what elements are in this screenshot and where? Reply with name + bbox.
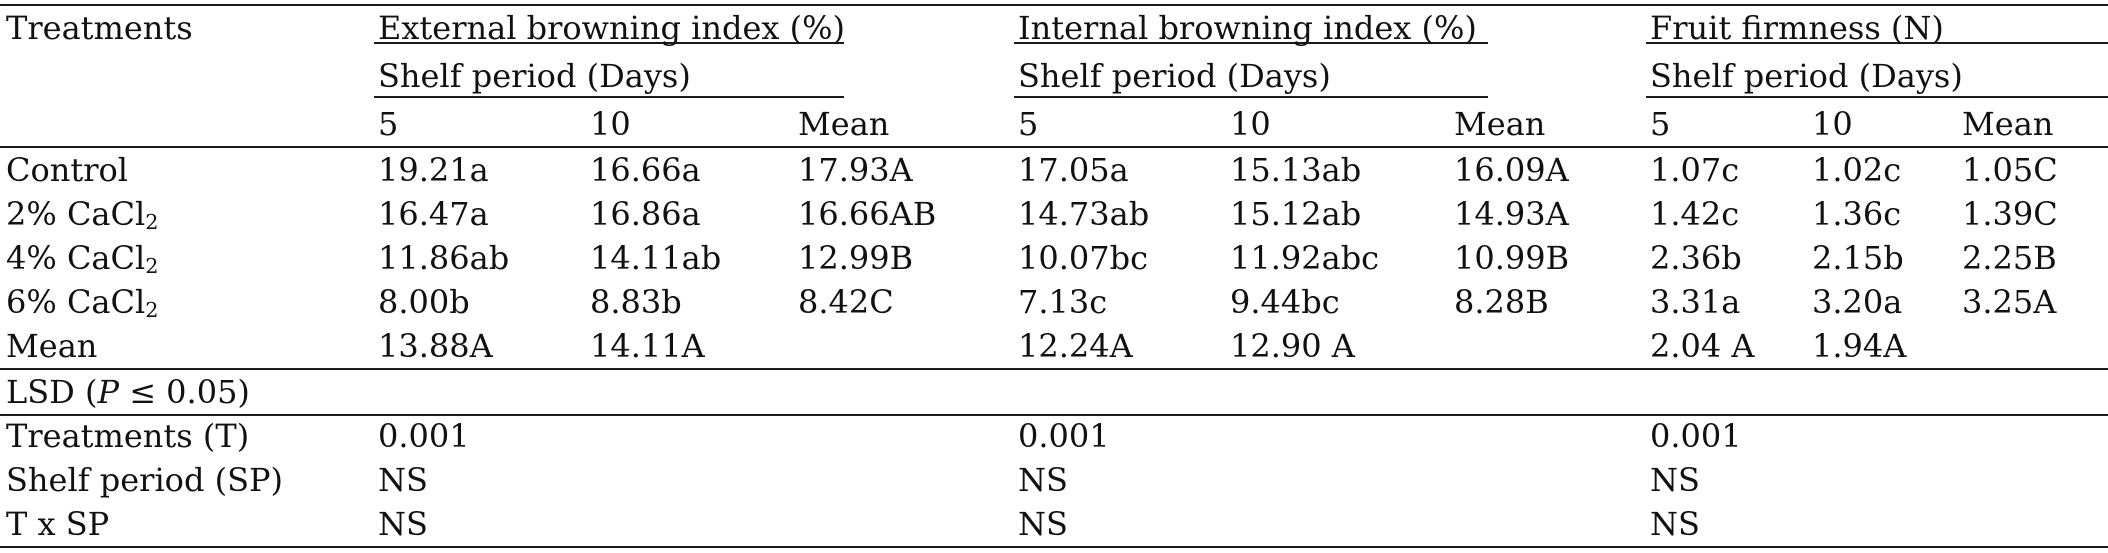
- col-header-int-10: 10: [1230, 105, 1271, 143]
- lsd-row-value: NS: [378, 461, 428, 499]
- table-cell: 2.25B: [1962, 239, 2057, 277]
- lsd-row-value: NS: [1018, 461, 1068, 499]
- row-label-text: 4% CaCl: [6, 239, 146, 277]
- table-cell: 1.39C: [1962, 195, 2058, 233]
- row-label: 2% CaCl2: [6, 194, 158, 234]
- group-title-internal: Internal browning index (%): [1018, 9, 1477, 47]
- row-label: Control: [6, 150, 128, 190]
- table-cell: 11.92abc: [1230, 239, 1380, 277]
- col-header-int-5: 5: [1018, 105, 1039, 143]
- table-bottom-rule: [0, 546, 2108, 548]
- table-cell: 10.99B: [1454, 239, 1570, 277]
- table-cell: 9.44bc: [1230, 283, 1340, 321]
- table-cell: 17.05a: [1018, 151, 1129, 189]
- table-cell: 14.11A: [590, 327, 705, 365]
- col-header-ext-5: 5: [378, 105, 399, 143]
- lsd-label-pre: LSD (: [6, 373, 98, 411]
- table-cell: 14.11ab: [590, 239, 722, 277]
- table-cell: 10.07bc: [1018, 239, 1149, 277]
- table-cell: 14.93A: [1454, 195, 1569, 233]
- group-title-rule-2: [1014, 42, 1488, 44]
- table-cell: 1.05C: [1962, 151, 2058, 189]
- table-cell: 16.09A: [1454, 151, 1569, 189]
- group-subtitle-internal: Shelf period (Days): [1018, 57, 1331, 95]
- lsd-row-label: Treatments (T): [6, 417, 250, 455]
- table-cell: 16.66a: [590, 151, 701, 189]
- col-header-int-mean: Mean: [1454, 105, 1546, 143]
- table-cell: 8.28B: [1454, 283, 1549, 321]
- col-header-firm-5: 5: [1650, 105, 1671, 143]
- lsd-row-value: 0.001: [1650, 417, 1742, 455]
- table-cell: 17.93A: [798, 151, 913, 189]
- table-cell: 15.12ab: [1230, 195, 1362, 233]
- group-title-rule-3: [1646, 42, 2108, 44]
- table-cell: 1.36c: [1812, 195, 1902, 233]
- group-title-external: External browning index (%): [378, 9, 845, 47]
- table-cell: 3.31a: [1650, 283, 1741, 321]
- table-cell: 14.73ab: [1018, 195, 1150, 233]
- lsd-row-label: T x SP: [6, 505, 110, 543]
- table-cell: 2.36b: [1650, 239, 1742, 277]
- lsd-rule: [0, 414, 2108, 416]
- row-label-text: Mean: [6, 327, 98, 365]
- group-title-rule-1: [374, 42, 844, 44]
- subtitle-rule-2: [1014, 96, 1488, 98]
- group-subtitle-external: Shelf period (Days): [378, 57, 691, 95]
- lsd-row-value: NS: [378, 505, 428, 543]
- lsd-row-value: NS: [1650, 505, 1700, 543]
- table-cell: 12.24A: [1018, 327, 1133, 365]
- table-cell: 2.04 A: [1650, 327, 1755, 365]
- table-cell: 2.15b: [1812, 239, 1904, 277]
- table-cell: 8.83b: [590, 283, 682, 321]
- subtitle-rule-3: [1646, 96, 2108, 98]
- header-bottom-rule: [0, 146, 2108, 148]
- table-cell: 11.86ab: [378, 239, 510, 277]
- table-cell: 19.21a: [378, 151, 489, 189]
- row-label: 4% CaCl2: [6, 238, 158, 278]
- lsd-row-value: 0.001: [1018, 417, 1110, 455]
- lsd-label-p: P: [97, 373, 120, 411]
- table-cell: 15.13ab: [1230, 151, 1362, 189]
- col-header-ext-mean: Mean: [798, 105, 890, 143]
- table-cell: 1.07c: [1650, 151, 1740, 189]
- treatments-header: Treatments: [6, 9, 193, 47]
- table-cell: 1.02c: [1812, 151, 1902, 189]
- col-header-firm-mean: Mean: [1962, 105, 2054, 143]
- group-subtitle-firmness: Shelf period (Days): [1650, 57, 1963, 95]
- lsd-row-value: NS: [1018, 505, 1068, 543]
- table-cell: 13.88A: [378, 327, 493, 365]
- table-cell: 12.90 A: [1230, 327, 1355, 365]
- lsd-row-value: NS: [1650, 461, 1700, 499]
- table-cell: 16.47a: [378, 195, 489, 233]
- top-rule: [0, 4, 2108, 6]
- table-cell: 3.25A: [1962, 283, 2057, 321]
- col-header-firm-10: 10: [1812, 105, 1853, 143]
- row-label: Mean: [6, 326, 97, 366]
- table-cell: 1.42c: [1650, 195, 1740, 233]
- table-cell: 8.00b: [378, 283, 470, 321]
- row-label: 6% CaCl2: [6, 282, 158, 322]
- col-header-ext-10: 10: [590, 105, 631, 143]
- row-label-text: 6% CaCl: [6, 283, 146, 321]
- row-label-subscript: 2: [145, 254, 159, 279]
- lsd-row-label: Shelf period (SP): [6, 461, 284, 499]
- group-title-firmness: Fruit firmness (N): [1650, 9, 1944, 47]
- table-cell: 16.66AB: [798, 195, 937, 233]
- row-label-text: Control: [6, 151, 129, 189]
- table-cell: 16.86a: [590, 195, 701, 233]
- row-label-text: 2% CaCl: [6, 195, 146, 233]
- lsd-label-post: ≤ 0.05): [119, 373, 250, 411]
- table-cell: 8.42C: [798, 283, 894, 321]
- table-cell: 7.13c: [1018, 283, 1108, 321]
- lsd-row-value: 0.001: [378, 417, 470, 455]
- subtitle-rule-1: [374, 96, 844, 98]
- table-cell: 12.99B: [798, 239, 914, 277]
- body-bottom-rule: [0, 368, 2108, 370]
- row-label-subscript: 2: [145, 298, 159, 323]
- table-cell: 1.94A: [1812, 327, 1907, 365]
- table-cell: 3.20a: [1812, 283, 1903, 321]
- row-label-subscript: 2: [145, 210, 159, 235]
- lsd-label: LSD (P ≤ 0.05): [6, 372, 250, 412]
